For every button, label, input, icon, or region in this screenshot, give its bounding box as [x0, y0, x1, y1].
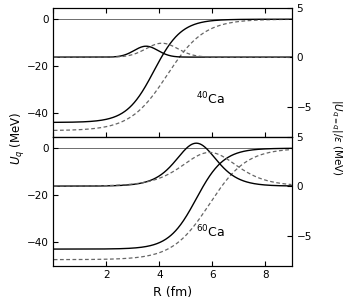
Text: $^{60}$Ca: $^{60}$Ca [196, 224, 225, 240]
X-axis label: R (fm): R (fm) [153, 286, 192, 299]
Text: $|U_{q=q}|/\varepsilon$ (MeV): $|U_{q=q}|/\varepsilon$ (MeV) [329, 100, 344, 176]
Text: $^{40}$Ca: $^{40}$Ca [196, 91, 225, 107]
Text: $U_q$ (MeV): $U_q$ (MeV) [9, 111, 27, 165]
